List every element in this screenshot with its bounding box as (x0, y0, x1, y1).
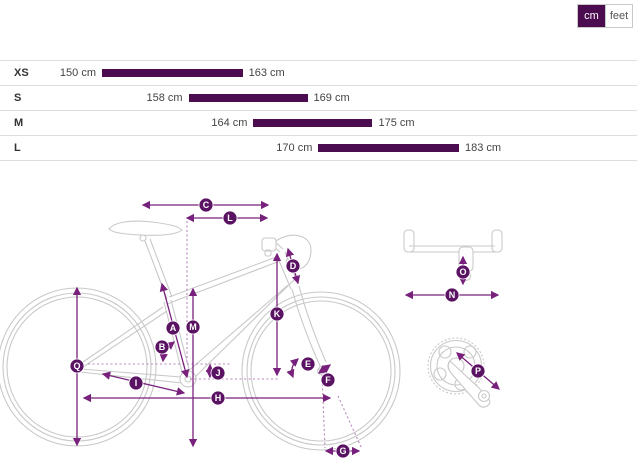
size-label: L (14, 142, 21, 154)
unit-feet-button[interactable]: feet (605, 5, 632, 27)
unit-cm-button[interactable]: cm (578, 5, 605, 27)
unit-toggle: cm feet (577, 4, 633, 28)
bike-frame-art (0, 220, 503, 451)
min-height-label: 164 cm (211, 117, 248, 129)
min-height-label: 170 cm (276, 142, 313, 154)
max-height-label: 169 cm (313, 92, 350, 104)
size-label: XS (14, 67, 29, 79)
height-range-bar (253, 119, 373, 127)
height-range-bar (188, 94, 308, 102)
size-row: M 164 cm 175 cm (0, 110, 637, 135)
svg-text:G: G (339, 446, 346, 456)
min-height-label: 158 cm (146, 92, 183, 104)
dim-label-K: K (269, 306, 285, 322)
ref-steering-axis (337, 395, 363, 450)
dimension-markers: AB C D E F G H I J K L M N O P Q (69, 197, 486, 459)
svg-text:M: M (189, 322, 197, 332)
size-label: S (14, 92, 22, 104)
svg-text:N: N (449, 290, 456, 300)
max-height-label: 183 cm (465, 142, 502, 154)
dim-label-E: E (300, 356, 316, 372)
svg-text:F: F (325, 375, 331, 385)
dim-label-J: J (210, 365, 226, 381)
svg-text:E: E (305, 359, 311, 369)
dim-label-G: G (335, 443, 351, 459)
max-height-label: 175 cm (378, 117, 415, 129)
dim-label-A: A (165, 320, 181, 336)
handlebar-top-view (403, 229, 503, 282)
svg-text:J: J (215, 368, 220, 378)
dim-label-D: D (285, 258, 301, 274)
svg-text:Q: Q (73, 361, 80, 371)
size-chart: XS 150 cm 163 cm S 158 cm 169 cm M 164 c… (0, 60, 637, 161)
dim-label-M: M (185, 319, 201, 335)
dim-label-O: O (455, 264, 471, 280)
svg-text:C: C (203, 200, 210, 210)
dim-label-N: N (444, 287, 460, 303)
svg-text:L: L (227, 213, 233, 223)
dim-label-L: L (222, 210, 238, 226)
size-row: S 158 cm 169 cm (0, 85, 637, 110)
svg-text:B: B (159, 342, 166, 352)
dim-arrow-F (317, 364, 332, 374)
dim-label-B: B (154, 339, 170, 355)
svg-text:K: K (274, 309, 281, 319)
svg-text:I: I (135, 378, 138, 388)
svg-text:O: O (459, 267, 466, 277)
svg-text:P: P (475, 366, 481, 376)
svg-text:D: D (290, 261, 297, 271)
min-height-label: 150 cm (59, 67, 96, 79)
brake-hood (261, 237, 277, 252)
max-height-label: 163 cm (248, 67, 285, 79)
size-row: L 170 cm 183 cm (0, 135, 637, 161)
dim-label-P: P (470, 363, 486, 379)
dim-arc-E (286, 358, 299, 379)
dim-label-H: H (210, 390, 226, 406)
reference-lines (88, 221, 363, 450)
ref-hub-vertical (321, 374, 326, 449)
height-range-bar (102, 69, 243, 77)
saddle (108, 220, 183, 236)
dim-label-Q: Q (69, 358, 85, 374)
svg-text:A: A (170, 323, 177, 333)
height-range-bar (318, 144, 459, 152)
size-label: M (14, 117, 24, 129)
svg-text:H: H (215, 393, 222, 403)
dim-arrow-I (101, 371, 186, 396)
dim-label-I: I (128, 375, 144, 391)
size-row: XS 150 cm 163 cm (0, 60, 637, 85)
dim-label-C: C (198, 197, 214, 213)
dim-label-F: F (320, 372, 336, 388)
